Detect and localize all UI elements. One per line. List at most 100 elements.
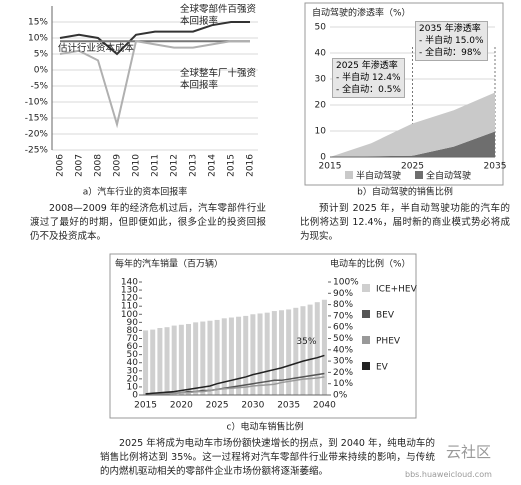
legend-swatch [415,171,423,179]
series-label: 估计行业资本成本 [58,43,135,54]
y-tick-label: 50 [315,23,327,33]
x-tick-label: 2008 [94,154,104,177]
series-label: 全球整车厂十强资本回报率 [180,68,257,91]
y-tick-label: 120 [121,294,138,304]
chart-title: 自动驾驶的渗透率（%） [312,7,411,19]
data-label: 35% [296,337,316,347]
y-tick-label: 140 [121,278,138,288]
x-tick-label: 2015 [134,401,157,411]
y-tick-label: 80% [333,300,353,310]
y-tick-label: 5% [34,50,49,60]
bar [278,310,285,395]
legend-swatch [345,171,353,179]
y-tick-label: -5% [30,82,48,92]
watermark-url: bbs.huaweicloud.com [405,470,492,479]
bar [286,309,292,395]
bar [200,321,206,395]
y-axis-title: 每年的汽车销量（百万辆） [115,258,223,270]
y-tick-label: 40 [315,49,327,59]
y-tick-label: 60% [333,323,353,333]
annotation-line: - 全自动：98% [419,48,482,58]
x-tick-label: 2035 [277,401,300,411]
legend-label: 半自动驾驶 [356,170,401,182]
x-tick-label: 2015 [319,162,342,172]
x-tick-label: 2007 [75,154,85,177]
caption: a）汽车行业的资本回报率 [83,186,188,198]
y-tick-label: 60 [127,342,139,352]
series-label: 全球零部件百强资本回报率 [180,4,257,27]
bar [171,325,177,395]
y-tick-label: 100% [333,278,359,288]
frame [304,2,504,186]
y-tick-label: 0% [34,66,49,76]
bar [185,323,192,395]
x-tick-label: 2009 [113,154,123,177]
x-tick-label: 2040 [313,401,336,411]
bar [257,313,263,395]
bar [314,302,320,395]
bar [207,320,213,395]
x-tick-label: 2010 [132,154,142,177]
y-tick-label: 100 [121,310,138,320]
y-tick-label: -10% [25,98,49,108]
y-tick-label: 50% [333,334,353,344]
y-tick-label: 30 [315,75,327,85]
y-tick-label: -15% [25,114,49,124]
bar [300,306,306,395]
series-line [145,376,325,396]
y-tick-label: 20 [127,374,139,384]
bar [321,299,327,395]
series-line [59,40,250,129]
series-line [59,21,250,56]
y-tick-label: -25% [25,146,49,156]
paragraph: 2008—2009 年的经济危机过后，汽车零部件行业渡过了最好的时期，但即便如此… [30,203,266,242]
bar [164,327,170,395]
annotation: 2035 年渗透率 - 半自动 15.0% - 全自动：98% [415,21,488,61]
y-tick-label: 90% [333,289,353,299]
series-area [330,131,495,157]
bar [214,319,220,395]
legend-label: EV [376,363,389,373]
x-tick-label: 2030 [241,401,264,411]
bar [178,324,184,395]
y-tick-label: 90 [127,318,139,328]
frame [109,253,417,419]
annotation: 2025 年渗透率 - 半自动 12.4% - 全自动：0.5% [332,58,405,98]
bar [193,322,199,395]
y-tick-label: 130 [121,286,138,296]
x-tick-label: 2006 [56,154,66,177]
watermark: 云社区 [446,443,492,461]
annotation-line: - 全自动：0.5% [336,85,401,95]
legend-swatch [362,336,370,344]
series-area [330,92,495,157]
bar [143,330,149,395]
y-tick-label: 40 [127,358,139,368]
x-tick-label: 2011 [151,154,161,177]
legend-label: 全自动驾驶 [426,170,471,182]
series-line [145,354,325,395]
y-tick-label: 20 [315,101,327,111]
bar [250,314,256,395]
bar [228,317,234,395]
annotation-line: - 半自动 15.0% [419,36,484,46]
annotation-line: 2035 年渗透率 [419,24,481,34]
y-tick-label: 10% [28,34,48,44]
x-tick-label: 2013 [189,154,199,177]
y-tick-label: 10 [127,382,139,392]
y-tick-label: 110 [121,302,138,312]
x-tick-label: 2035 [484,162,507,172]
y-tick-label: 40% [333,345,353,355]
x-tick-label: 2025 [206,401,229,411]
x-tick-label: 2015 [227,154,237,177]
bar [157,328,163,395]
y-tick-label: 0% [333,391,348,401]
bar [243,315,249,395]
bar [221,318,227,395]
y2-axis-title: 电动车的比例（%） [330,258,411,270]
caption: c）电动车销售比例 [227,421,304,433]
y-tick-label: 0 [132,391,138,401]
x-tick-label: 2014 [208,154,218,177]
bar [307,304,313,395]
